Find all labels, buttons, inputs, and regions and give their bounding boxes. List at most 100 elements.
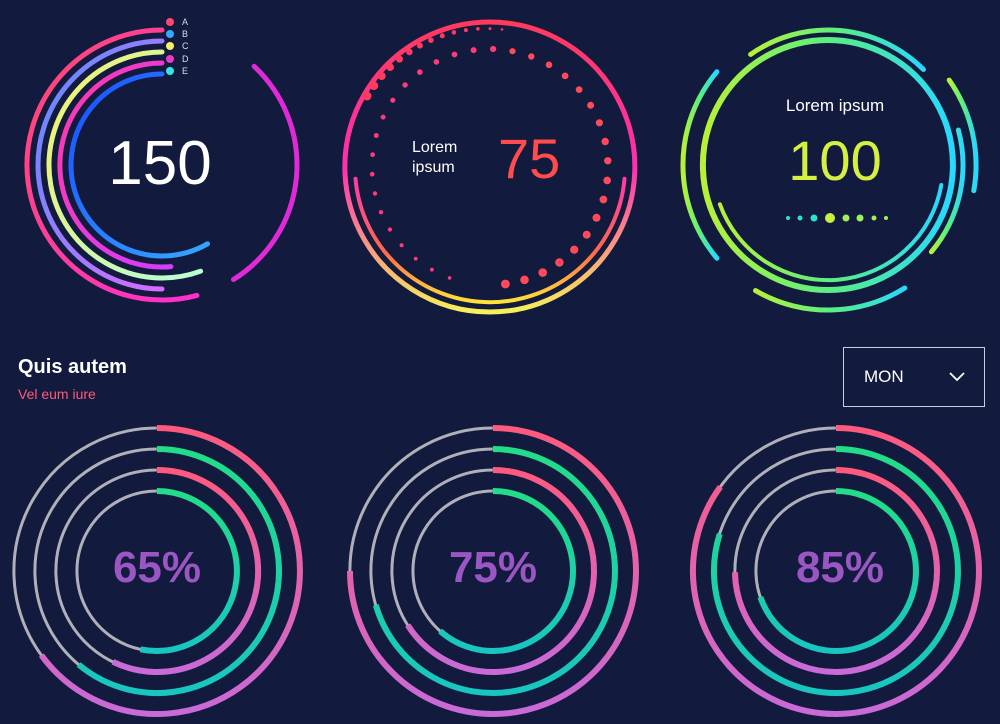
gauge-100-ring	[753, 285, 908, 313]
gauge-75-dot	[545, 61, 553, 69]
chevron-down-icon	[949, 372, 965, 382]
gauge-75-dot	[362, 91, 372, 101]
gauge-75-dot	[387, 227, 392, 232]
gauge-75-dot	[396, 55, 403, 63]
gauge-75-dot	[575, 86, 583, 93]
donut-progress	[347, 425, 639, 717]
gauge-75-dot	[490, 45, 497, 53]
gauge-75-dot	[416, 42, 423, 49]
legend-dot	[166, 66, 174, 75]
gauge-75-outer-ring	[342, 19, 638, 315]
legend-label: E	[182, 65, 190, 76]
donut-progress	[689, 425, 982, 717]
gauge-150-ring-segment	[231, 63, 300, 282]
legend-item-c: C	[166, 40, 190, 52]
gauge-75-value: 75	[498, 127, 561, 190]
donut-progress	[38, 425, 303, 717]
gauge-75-dot	[599, 195, 608, 204]
gauge-75-dot	[390, 97, 396, 103]
gauge-100-value: 100	[788, 129, 882, 192]
legend-label: B	[182, 29, 190, 40]
donut-progress	[732, 467, 940, 675]
gauge-100-dot	[810, 214, 818, 222]
legend-label: D	[182, 53, 190, 64]
gauge-75-dot	[373, 133, 379, 138]
gauge-75-dot	[402, 82, 408, 88]
donut-1-label: 65%	[112, 543, 202, 592]
gauge-75-dot	[399, 243, 404, 248]
gauge-75-dot	[501, 279, 510, 289]
legend-label: C	[182, 41, 190, 52]
gauge-150-ring	[24, 27, 200, 303]
gauge-150-ring	[35, 38, 165, 292]
section-title: Quis autem	[18, 356, 127, 378]
legend-dot	[166, 18, 174, 27]
gauge-75-dot	[463, 28, 468, 33]
gauge-100-ring	[748, 27, 926, 72]
donut-progress	[405, 467, 597, 675]
gauge-100-dot	[797, 215, 803, 221]
legend-item-e: E	[166, 65, 190, 77]
gauge-100-ring	[699, 37, 956, 293]
gauge-75-dot	[430, 267, 434, 272]
day-select[interactable]: MON	[843, 347, 985, 407]
gauge-75-dot	[470, 47, 477, 54]
donut-progress	[372, 446, 618, 696]
gauge-75-dot	[592, 213, 601, 222]
gauge-100-dot	[825, 213, 835, 223]
gauge-75-inner-ring	[353, 176, 627, 305]
gauge-75-dot	[413, 256, 418, 261]
legend-dot	[166, 42, 174, 51]
gauge-75-dot	[538, 268, 547, 277]
gauge-75-dot	[488, 27, 492, 31]
gauge-150-ring	[68, 71, 210, 259]
gauge-75-dot	[587, 101, 595, 109]
gauge-75-dot	[380, 114, 386, 120]
gauge-75-dot	[406, 48, 413, 56]
gauge-75-dot	[377, 72, 386, 81]
gauge-75-label: Lorem ipsum	[412, 139, 458, 176]
gauge-100-dot	[856, 214, 864, 222]
gauge-75-dot	[378, 210, 384, 215]
gauge-100-dot	[786, 216, 790, 220]
legend-dot	[166, 54, 174, 63]
gauge-150-value: 150	[108, 129, 212, 198]
gauge-75-dot	[447, 276, 452, 280]
legend-item-b: B	[166, 28, 190, 40]
donut-progress	[76, 446, 282, 696]
gauge-75-dot	[370, 152, 375, 158]
donut-progress	[438, 488, 577, 654]
gauge-75-dot	[428, 37, 434, 43]
gauge-100-dot	[871, 215, 877, 221]
donut-progress	[139, 488, 240, 654]
gauge-150-ring	[57, 60, 174, 270]
gauge-75-dot	[369, 171, 375, 177]
gauge-75-dot	[476, 27, 480, 31]
gauge-75-dot	[509, 48, 516, 55]
gauge-75-dot	[433, 59, 440, 65]
gauge-75-dot	[561, 72, 569, 80]
gauge-75-dot	[451, 30, 457, 35]
gauge-75-dot	[520, 275, 529, 285]
gauge-100-ring	[946, 77, 979, 194]
gauge-75-dot	[582, 230, 591, 239]
gauge-100-dot	[884, 216, 888, 220]
gauge-75-dot	[601, 137, 609, 146]
gauge-100-ring	[717, 183, 944, 283]
donut-progress	[757, 488, 919, 654]
gauge-75-dot	[451, 51, 458, 58]
gauge-75-dot	[500, 28, 504, 31]
gauge-75-dot	[555, 258, 564, 267]
gauge-100-label: Lorem ipsum	[785, 96, 885, 115]
legend-dot	[166, 30, 174, 39]
donut-progress	[111, 467, 262, 675]
legend-label: A	[182, 17, 190, 28]
section-subtitle: Vel eum iure	[18, 386, 96, 402]
gauge-75-dot	[570, 245, 579, 254]
gauge-100-dot	[842, 214, 850, 222]
donut-progress	[710, 446, 961, 696]
gauge-75-dot	[417, 69, 423, 75]
